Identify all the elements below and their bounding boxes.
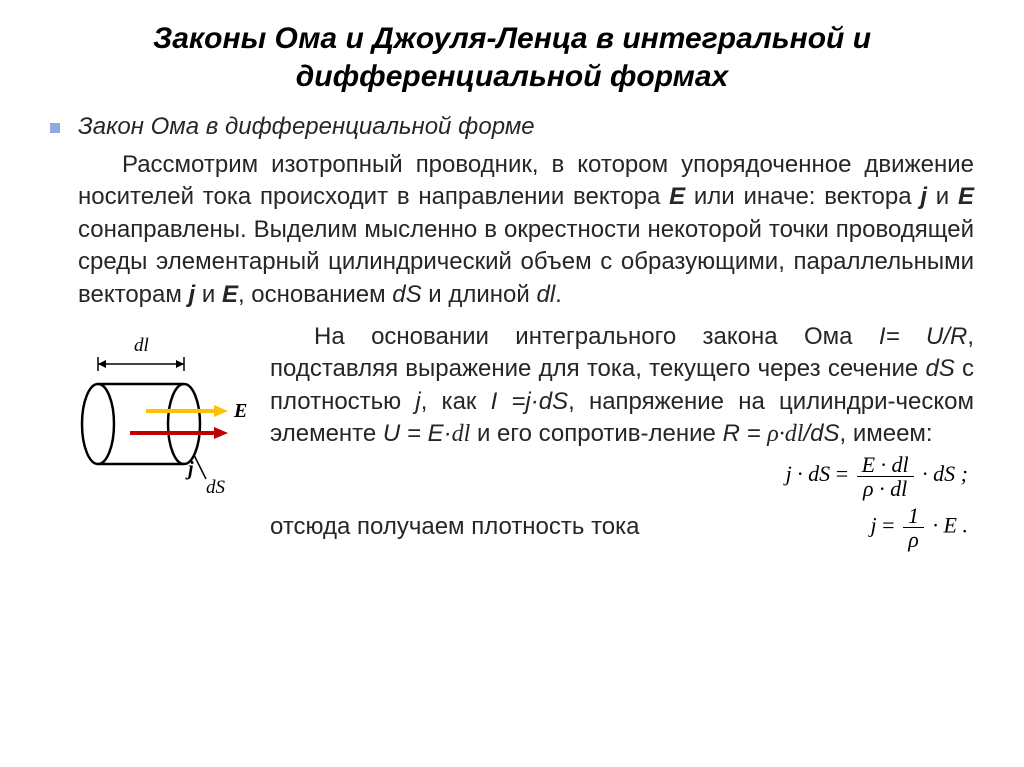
p2-t4: , как xyxy=(421,388,491,415)
p1-t8: . xyxy=(555,281,562,308)
fig-dl-label: dl xyxy=(134,335,149,356)
p2-t6: и его сопротив-ление xyxy=(470,420,722,447)
subtitle-text: Закон Ома в дифференциальной форме xyxy=(78,113,535,141)
fig-j-label: j xyxy=(185,458,194,480)
eq2-lhs: j xyxy=(871,512,877,537)
eq1-lhs: j · dS xyxy=(786,461,831,486)
p1-E3: E xyxy=(222,281,238,308)
fig-E-label: E xyxy=(233,400,247,422)
equation-2: j = 1 ρ · E . xyxy=(871,504,975,551)
fig-dS-label: dS xyxy=(206,477,226,498)
p1-E1: E xyxy=(669,183,685,210)
eq1-rhs: · dS ; xyxy=(922,461,968,486)
p2-t8: , имеем: xyxy=(839,420,932,447)
p2-eq1: I= U/R xyxy=(879,323,967,350)
p2-dl: dl xyxy=(452,421,471,447)
p2-t1: На основании интегрального закона Ома xyxy=(314,323,879,350)
p1-t3: и xyxy=(927,183,958,210)
p2-t7: /dS xyxy=(803,420,839,447)
p1-t6: , основанием xyxy=(238,281,392,308)
eq1-den: ρ · dl xyxy=(858,477,912,500)
p1-dS: dS xyxy=(392,281,421,308)
final-text: отсюда получаем плотность тока xyxy=(270,511,871,543)
eq2-rhs: · E . xyxy=(933,512,968,537)
paragraph-2: На основании интегрального закона Ома I=… xyxy=(270,321,974,551)
cylinder-figure: dl E j dS xyxy=(50,321,270,499)
p1-dl: dl xyxy=(536,281,555,308)
p2-eq4: R = xyxy=(723,420,768,447)
p2-rho: ρ· xyxy=(767,421,785,447)
subtitle-row: Закон Ома в дифференциальной форме xyxy=(50,113,974,141)
p2-eq2: I =j·dS xyxy=(491,388,569,415)
p1-t7: и длиной xyxy=(422,281,537,308)
paragraph-1: Рассмотрим изотропный проводник, в котор… xyxy=(78,149,974,311)
eq1-num: E · dl xyxy=(857,453,914,477)
equation-1: j · dS = E · dl ρ · dl · dS ; xyxy=(786,461,974,486)
p2-eq3: U = E· xyxy=(383,420,452,447)
p1-E2: E xyxy=(958,183,974,210)
bullet-icon xyxy=(50,123,60,133)
eq2-num: 1 xyxy=(903,504,924,528)
p2-dl2: dl xyxy=(785,421,804,447)
p2-dS: dS xyxy=(925,355,954,382)
slide-title: Законы Ома и Джоуля-Ленца в интегральной… xyxy=(50,20,974,95)
p1-t5: и xyxy=(195,281,222,308)
p1-t2: или иначе: вектора xyxy=(685,183,920,210)
eq2-den: ρ xyxy=(903,528,924,551)
